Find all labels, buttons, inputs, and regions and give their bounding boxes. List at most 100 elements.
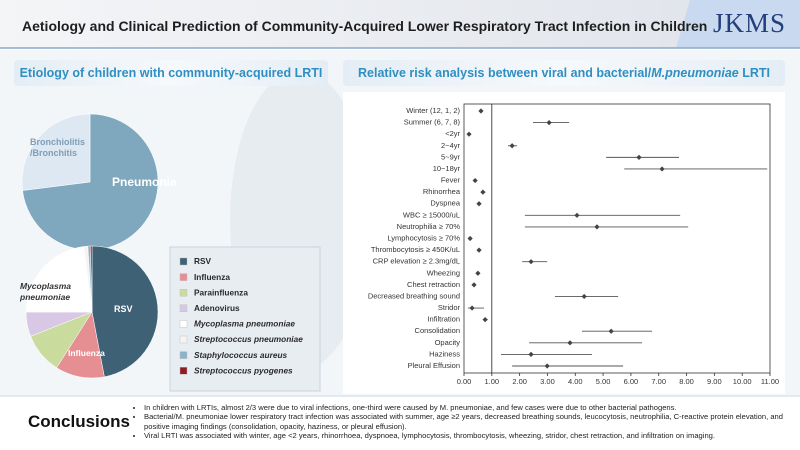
x-tick-label: 1.00 bbox=[485, 377, 500, 386]
point-estimate bbox=[482, 317, 488, 323]
point-estimate bbox=[509, 143, 515, 149]
legend-swatch bbox=[179, 335, 188, 344]
point-estimate bbox=[467, 235, 473, 242]
heading-part: LRTI bbox=[738, 66, 770, 80]
legend-label: Mycoplasma pneumoniae bbox=[194, 319, 295, 329]
row-label: Thrombocytosis ≥ 450K/uL bbox=[371, 245, 460, 254]
point-estimate bbox=[469, 305, 475, 311]
legend-label: Staphylococcus aureus bbox=[194, 350, 288, 360]
row-label: Chest retraction bbox=[407, 280, 460, 289]
slice-label: Pneumonia bbox=[112, 175, 177, 189]
row-label: Lymphocytosis ≥ 70% bbox=[387, 233, 460, 242]
point-estimate bbox=[546, 119, 552, 126]
row-label: Consolidation bbox=[415, 326, 460, 335]
x-tick-label: 10.00 bbox=[733, 377, 752, 386]
legend-swatch bbox=[179, 320, 188, 328]
row-label: Neutrophilia ≥ 70% bbox=[397, 222, 461, 231]
row-label: Haziness bbox=[429, 349, 460, 358]
slice-label: Bronchiolitis /Bronchitis bbox=[30, 137, 86, 158]
legend-label: Streptococcus pyogenes bbox=[194, 365, 293, 375]
point-estimate bbox=[480, 189, 486, 195]
logo-panel bbox=[676, 0, 800, 48]
conclusions-list: In children with LRTIs, almost 2/3 were … bbox=[132, 403, 794, 441]
legend-swatch bbox=[179, 351, 188, 359]
x-tick-label: 4.00 bbox=[568, 377, 583, 386]
x-tick-label: 8.00 bbox=[679, 377, 694, 386]
row-label: Wheezing bbox=[427, 268, 460, 277]
left-heading-bar bbox=[14, 60, 328, 86]
x-tick-label: 3.00 bbox=[540, 377, 555, 386]
row-label: Pleural Effusion bbox=[408, 361, 460, 370]
slice-label: RSV bbox=[114, 304, 133, 314]
point-estimate bbox=[528, 259, 534, 265]
logo: JKMS bbox=[712, 8, 786, 38]
legend-label: Streptococcus pneumoniae bbox=[194, 334, 303, 344]
row-label: 5~9yr bbox=[441, 152, 460, 161]
legend-label: Parainfluenza bbox=[194, 287, 248, 297]
point-estimate bbox=[659, 166, 665, 172]
pie-slice bbox=[90, 245, 93, 313]
panel-heading: Etiology of children with community-acqu… bbox=[19, 66, 323, 80]
conclusion-bg bbox=[0, 396, 800, 450]
point-estimate bbox=[594, 224, 600, 230]
heading-part: M.pneumoniae bbox=[651, 66, 739, 80]
legend-swatch bbox=[179, 273, 188, 281]
row-label: CRP elevation ≥ 2.3mg/dL bbox=[373, 257, 460, 266]
legend-swatch bbox=[179, 304, 188, 312]
page-title: Aetiology and Clinical Prediction of Com… bbox=[22, 18, 708, 34]
pie-slice bbox=[22, 113, 159, 251]
right-heading-bar bbox=[343, 60, 785, 86]
pie-slice bbox=[25, 246, 93, 313]
legend-box bbox=[169, 246, 321, 392]
header-bar bbox=[0, 0, 800, 48]
legend-label: Adenovirus bbox=[194, 303, 240, 313]
point-estimate bbox=[471, 282, 477, 288]
plot-frame bbox=[463, 103, 771, 374]
point-estimate bbox=[567, 340, 573, 346]
row-label: Infiltration bbox=[427, 315, 460, 324]
panel-heading: Relative risk analysis between viral and… bbox=[343, 62, 785, 84]
row-label: Stridor bbox=[438, 303, 461, 312]
row-label: Summer (6, 7, 8) bbox=[404, 118, 461, 127]
x-tick-label: 2.00 bbox=[512, 377, 527, 386]
row-label: Dyspnea bbox=[430, 199, 460, 208]
row-label: WBC ≥ 15000/uL bbox=[403, 210, 460, 219]
row-label: Opacity bbox=[435, 338, 461, 347]
row-label: 10~18yr bbox=[433, 164, 461, 173]
legend-swatch bbox=[179, 257, 188, 266]
pie-slice bbox=[21, 113, 91, 191]
row-label: 2~4yr bbox=[441, 141, 460, 150]
pie-slice bbox=[91, 245, 159, 378]
row-label: Rhinorrhea bbox=[423, 187, 461, 196]
x-tick-label: 0.00 bbox=[457, 377, 472, 386]
point-estimate bbox=[476, 201, 482, 207]
point-estimate bbox=[528, 351, 534, 358]
row-label: Fever bbox=[441, 176, 461, 185]
row-label: Winter (12, 1, 2) bbox=[406, 106, 460, 115]
point-estimate bbox=[476, 247, 482, 253]
x-tick-label: 5.00 bbox=[596, 377, 611, 386]
plot-panel bbox=[343, 92, 785, 394]
heading-part: Relative risk analysis between viral and… bbox=[358, 66, 652, 80]
row-label: Decreased breathing sound bbox=[368, 291, 460, 300]
point-estimate bbox=[581, 293, 587, 300]
point-estimate bbox=[574, 212, 580, 218]
row-label: <2yr bbox=[445, 129, 460, 138]
legend-label: RSV bbox=[194, 256, 212, 266]
point-estimate bbox=[478, 108, 484, 114]
x-tick-label: 11.00 bbox=[761, 377, 779, 386]
slice-label: Mycoplasma pneumoniae bbox=[20, 281, 72, 302]
legend-swatch bbox=[179, 289, 188, 297]
slice-label: Influenza bbox=[68, 348, 105, 358]
x-tick-label: 7.00 bbox=[651, 377, 666, 386]
point-estimate bbox=[608, 328, 614, 334]
conclusions-title: Conclusions bbox=[28, 412, 131, 431]
conclusion-item: Viral LRTI was associated with winter, a… bbox=[144, 431, 794, 440]
x-tick-label: 9.00 bbox=[707, 377, 722, 386]
point-estimate bbox=[475, 270, 481, 276]
conclusion-item: Bacterial/M. pneumoniae lower respirator… bbox=[144, 412, 794, 431]
point-estimate bbox=[466, 131, 472, 137]
legend-label: Influenza bbox=[194, 272, 230, 282]
